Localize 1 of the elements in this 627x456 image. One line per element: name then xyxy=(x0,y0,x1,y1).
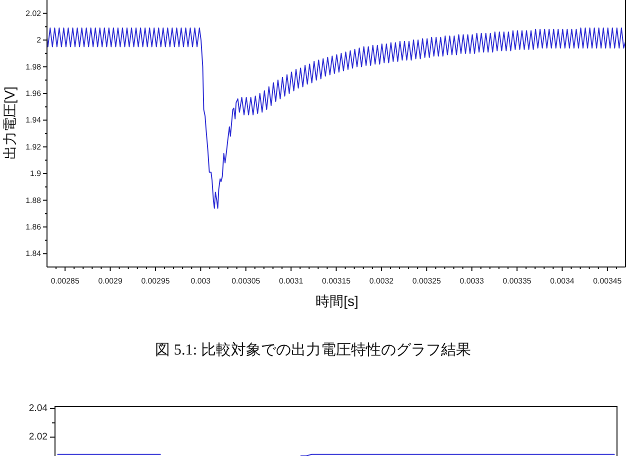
caption: 図 5.1: 比較対象での出力電圧特性のグラフ結果 xyxy=(155,342,471,358)
